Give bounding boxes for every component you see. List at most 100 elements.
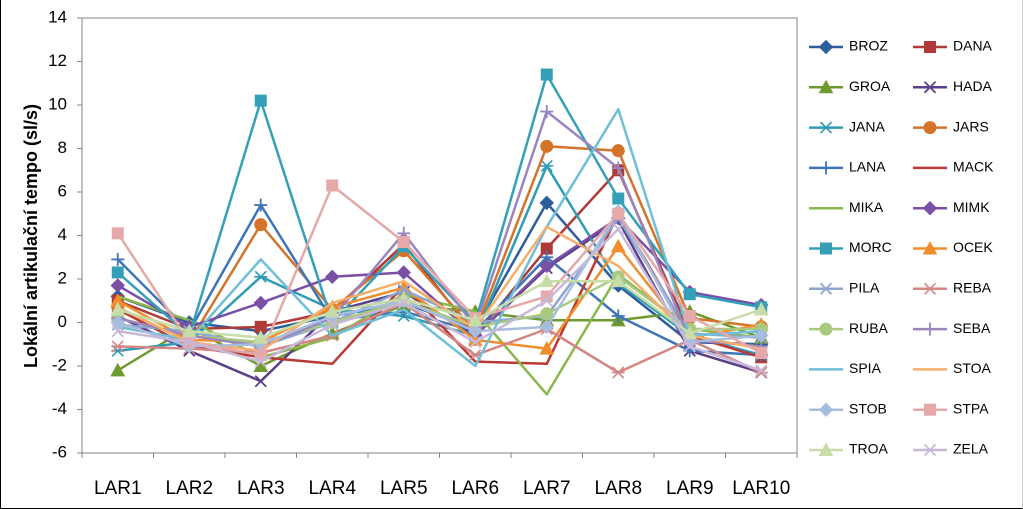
legend-item-zela: ZELA [913, 441, 989, 457]
y-tick-label: 4 [58, 225, 67, 244]
legend-item-hada: HADA [913, 78, 993, 94]
legend-marker [923, 121, 937, 135]
legend-marker [820, 242, 832, 255]
y-tick-label: -4 [52, 399, 67, 418]
data-point-groa [110, 362, 126, 377]
data-point-zela [183, 335, 196, 349]
data-point-morc [612, 192, 625, 205]
legend-item-dana: DANA [913, 38, 993, 54]
legend-label: MORC [849, 239, 892, 255]
data-point-morc [540, 68, 553, 81]
x-tick-label: LAR9 [666, 478, 714, 499]
data-point-lana [254, 198, 268, 212]
series-layer [110, 68, 769, 396]
data-point-seba [540, 105, 554, 119]
data-point-hada [254, 375, 267, 388]
data-point-zela [326, 318, 339, 331]
data-point-jars [611, 144, 625, 158]
legend-item-stpa: STPA [913, 400, 989, 416]
plot-area [81, 17, 798, 454]
data-point-troa [467, 312, 483, 327]
legend-marker [923, 81, 937, 94]
y-tick-label: 12 [48, 51, 67, 70]
legend-label: LANA [849, 159, 886, 175]
legend-marker [922, 240, 938, 255]
legend-marker [924, 41, 936, 53]
legend-label: HADA [953, 78, 993, 94]
data-point-ocek [539, 341, 555, 355]
x-tick-label: LAR4 [308, 478, 356, 499]
data-point-mimk [253, 295, 268, 311]
legend-item-broz: BROZ [809, 38, 888, 55]
data-point-mimk [325, 269, 340, 285]
legend-item-mimk: MIMK [913, 199, 990, 216]
legend-item-stoa: STOA [913, 360, 992, 376]
data-point-jars [254, 218, 268, 232]
data-point-stpa [612, 207, 625, 220]
legend-label: BROZ [849, 38, 888, 54]
legend-label: REBA [953, 280, 992, 296]
legend-marker [819, 322, 833, 336]
y-tick-label: 0 [58, 312, 67, 331]
x-tick-label: LAR2 [165, 478, 213, 499]
y-tick-label: -2 [52, 355, 67, 374]
legend-label: MIMK [953, 199, 990, 215]
y-tick-label: 10 [48, 94, 67, 113]
x-tick-label: LAR8 [594, 478, 642, 499]
legend-marker [923, 282, 937, 295]
data-point-mimk [396, 265, 411, 280]
data-point-mimk [539, 258, 554, 274]
legend-item-morc: MORC [809, 239, 892, 255]
legend-item-troa: TROA [809, 441, 889, 457]
legend-item-ocek: OCEK [913, 239, 993, 255]
legend-item-jars: JARS [913, 118, 989, 134]
x-tick-label: LAR3 [237, 478, 285, 499]
legend-label: STPA [953, 400, 989, 416]
y-axis: -6 -4 -2 0 2 4 6 8 10 12 14 [48, 7, 82, 461]
legend-marker [818, 402, 834, 417]
data-point-troa [682, 325, 698, 340]
series-line-stpa [116, 184, 762, 357]
legend-item-mika: MIKA [809, 199, 884, 215]
series-line-morc [116, 73, 762, 337]
series-line-zela [117, 227, 762, 372]
data-point-stpa [683, 309, 696, 322]
data-point-mimk [110, 278, 125, 293]
legend-marker [818, 79, 834, 94]
legend-label: JARS [953, 118, 989, 134]
data-point-morc [683, 288, 696, 301]
data-point-zela [683, 340, 696, 353]
data-point-troa [753, 301, 769, 316]
legend-marker [819, 282, 833, 295]
series-line-ruba [117, 275, 762, 344]
legend-label: STOA [953, 360, 992, 376]
series-line-jana [117, 164, 762, 357]
legend-item-seba: SEBA [913, 320, 991, 336]
x-tick-label: LAR10 [732, 478, 790, 499]
series-zela [111, 222, 768, 377]
legend-label: DANA [953, 38, 993, 54]
legend-label: GROA [849, 78, 891, 94]
data-point-reba [611, 366, 625, 379]
data-point-stpa [755, 346, 768, 359]
data-point-morc [111, 266, 124, 279]
legend-label: SPIA [849, 360, 882, 376]
data-point-stob [539, 319, 554, 335]
series-line-troa [117, 279, 762, 339]
legend-label: TROA [849, 441, 889, 457]
data-point-zela [755, 364, 768, 377]
data-point-lana [611, 309, 625, 323]
data-point-troa [181, 323, 197, 338]
legend-label: STOB [849, 400, 887, 416]
legend-item-reba: REBA [913, 280, 992, 296]
data-point-troa [610, 273, 626, 288]
legend-marker [819, 121, 833, 134]
y-tick-label: 6 [58, 181, 67, 200]
x-tick-label: LAR5 [380, 478, 428, 499]
legend-marker [924, 403, 936, 416]
data-point-pila [397, 283, 410, 297]
legend-label: MIKA [849, 199, 884, 215]
series-troa [110, 273, 769, 344]
legend-item-stob: STOB [809, 400, 887, 417]
